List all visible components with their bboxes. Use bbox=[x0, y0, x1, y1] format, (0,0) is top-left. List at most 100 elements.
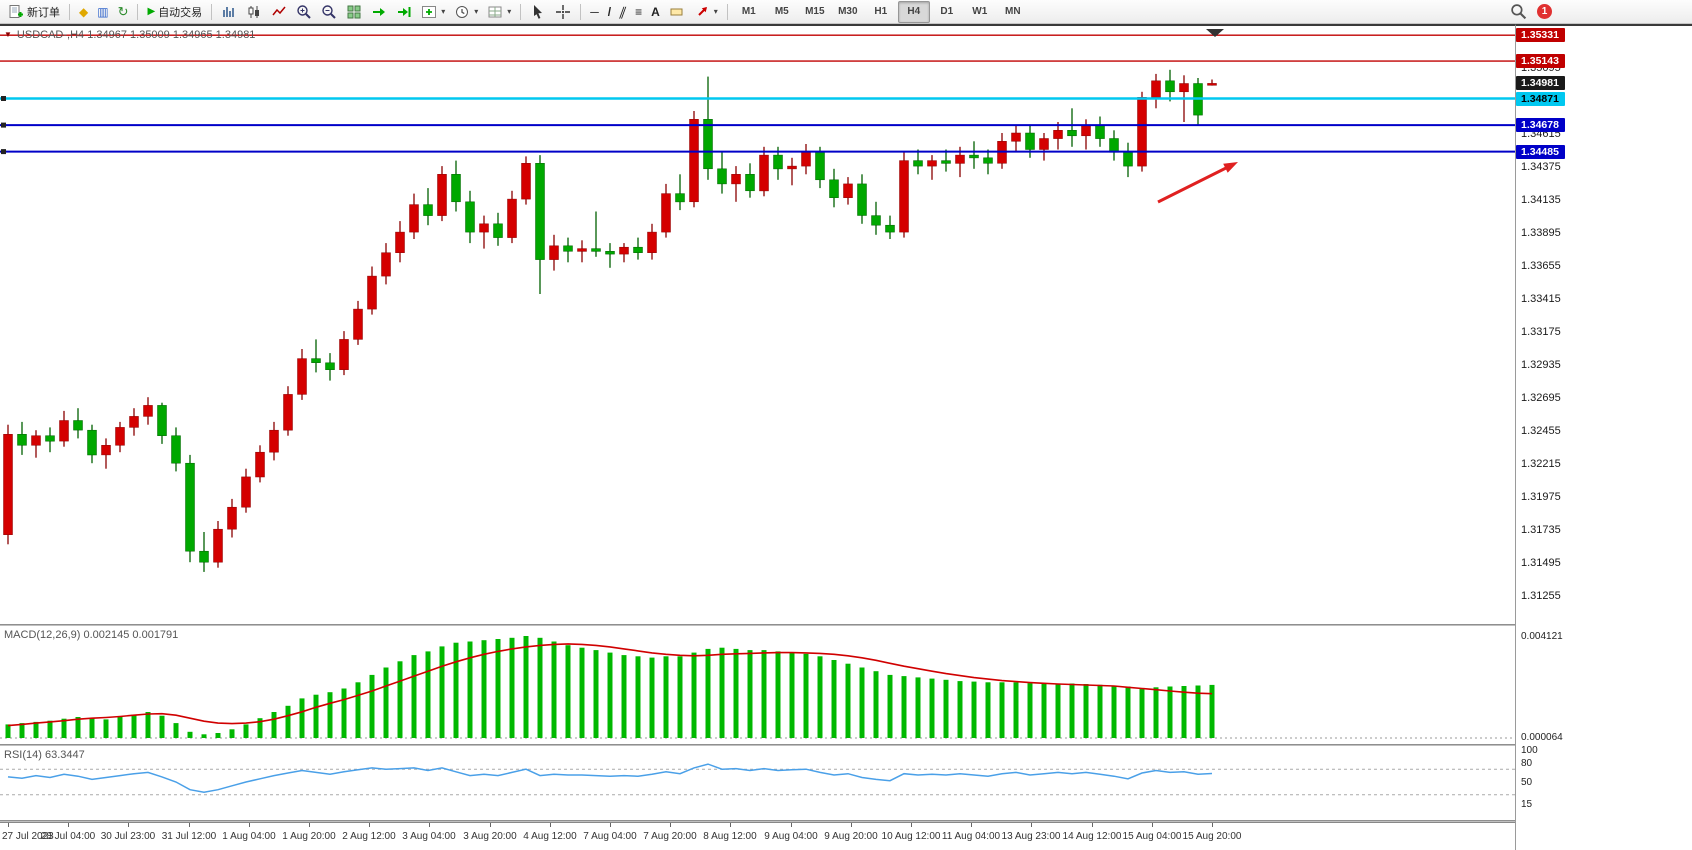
time-axis-tick bbox=[128, 823, 129, 827]
indicators-icon bbox=[422, 5, 437, 18]
bar-chart-icon bbox=[223, 6, 234, 17]
time-axis-label: 7 Aug 20:00 bbox=[643, 831, 697, 842]
price-axis[interactable]: 1.350951.346151.343751.341351.338951.336… bbox=[1515, 24, 1692, 850]
time-axis-label: 11 Aug 04:00 bbox=[941, 831, 1001, 842]
panel-splitter[interactable] bbox=[0, 744, 1515, 746]
tile-windows-icon bbox=[347, 5, 361, 18]
time-axis-tick bbox=[189, 823, 190, 827]
timeframe-button-W1[interactable]: W1 bbox=[972, 6, 988, 17]
arrow-shape-icon bbox=[698, 6, 707, 16]
indicators-button[interactable]: ▾ bbox=[417, 1, 449, 23]
time-axis-label: 14 Aug 12:00 bbox=[1062, 831, 1122, 842]
notification-badge[interactable]: 1 bbox=[1537, 4, 1552, 19]
market-watch-icon: ▥ bbox=[97, 4, 109, 19]
time-axis-tick bbox=[851, 823, 852, 827]
horizontal-line-icon: ─ bbox=[590, 4, 599, 19]
time-axis-label: 28 Jul 04:00 bbox=[40, 831, 96, 842]
chevron-down-icon: ▾ bbox=[507, 7, 512, 16]
line-chart-button[interactable] bbox=[267, 1, 291, 23]
timeframe-button-H1[interactable]: H1 bbox=[874, 6, 888, 17]
toolbar-separator bbox=[69, 3, 70, 20]
time-axis-label: 9 Aug 20:00 bbox=[824, 831, 878, 842]
candle-chart-button[interactable] bbox=[242, 1, 266, 23]
macd-chart[interactable] bbox=[0, 626, 1515, 744]
timeframe-button-MN[interactable]: MN bbox=[1005, 6, 1021, 17]
zoom-out-icon bbox=[322, 4, 336, 19]
time-axis-tick bbox=[670, 823, 671, 827]
indicator-axis-label: 100 bbox=[1521, 745, 1538, 756]
time-axis-tick bbox=[249, 823, 250, 827]
panel-splitter[interactable] bbox=[0, 820, 1515, 822]
zoom-in-button[interactable] bbox=[292, 1, 316, 23]
price-tag: 1.34981 bbox=[1516, 76, 1565, 91]
price-tick-label: 1.33655 bbox=[1521, 259, 1561, 272]
crosshair-button[interactable] bbox=[551, 1, 575, 23]
label-tool-button[interactable] bbox=[665, 1, 689, 23]
templates-button[interactable]: ▾ bbox=[483, 1, 515, 23]
channel-tool-button[interactable]: ∥ bbox=[616, 1, 630, 23]
main-chart-panel[interactable]: ▼ USDCAD-,H4 1.34967 1.35009 1.34965 1.3… bbox=[0, 26, 1515, 624]
toolbar-separator bbox=[726, 3, 728, 20]
timeframe-button-M30[interactable]: M30 bbox=[838, 6, 858, 17]
timeframe-button-M1[interactable]: M1 bbox=[741, 6, 756, 17]
time-axis[interactable]: 27 Jul 2023 28 Jul 04:00 30 Jul 23:00 31 Ju… bbox=[0, 822, 1515, 850]
timeframe-button-M5[interactable]: M5 bbox=[774, 6, 789, 17]
time-axis-label: 8 Aug 12:00 bbox=[703, 831, 757, 842]
indicator-axis-label: 0.000064 bbox=[1521, 732, 1563, 743]
rsi-panel[interactable]: RSI(14) 63.3447 bbox=[0, 746, 1515, 820]
template-grid-icon bbox=[488, 6, 502, 17]
zoom-out-button[interactable] bbox=[317, 1, 341, 23]
fibonacci-icon: ≡ bbox=[635, 4, 643, 19]
timeframe-button-D1[interactable]: D1 bbox=[940, 6, 954, 17]
time-axis-tick bbox=[309, 823, 310, 827]
macd-panel[interactable]: MACD(12,26,9) 0.002145 0.001791 bbox=[0, 626, 1515, 744]
price-tag: 1.34678 bbox=[1516, 118, 1565, 133]
search-icon[interactable] bbox=[1510, 3, 1527, 20]
time-axis-tick bbox=[1152, 823, 1153, 827]
chart-shift-button[interactable] bbox=[392, 1, 416, 23]
periods-button[interactable]: ▾ bbox=[450, 1, 482, 23]
price-tick-label: 1.33175 bbox=[1521, 325, 1561, 338]
price-tick-label: 1.34375 bbox=[1521, 160, 1561, 173]
time-axis-tick bbox=[610, 823, 611, 827]
time-axis-label: 9 Aug 04:00 bbox=[764, 831, 818, 842]
channel-icon: ∥ bbox=[617, 4, 629, 19]
refresh-button[interactable]: ↻ bbox=[114, 1, 133, 23]
chart-workspace: ▼ USDCAD-,H4 1.34967 1.35009 1.34965 1.3… bbox=[0, 24, 1692, 850]
trendline-tool-button[interactable]: / bbox=[604, 1, 615, 23]
time-axis-label: 3 Aug 20:00 bbox=[463, 831, 517, 842]
candle-chart-icon bbox=[248, 5, 260, 18]
time-axis-tick bbox=[1092, 823, 1093, 827]
shapes-dropdown-button[interactable]: ▾ bbox=[690, 1, 722, 23]
auto-trading-icon: ▶ bbox=[147, 5, 156, 17]
timeframe-button-H4[interactable]: H4 bbox=[897, 0, 930, 23]
indicator-axis-label: 50 bbox=[1521, 777, 1533, 788]
price-tag: 1.34485 bbox=[1516, 144, 1565, 159]
bar-chart-button[interactable] bbox=[217, 1, 241, 23]
price-tick-label: 1.31975 bbox=[1521, 490, 1561, 503]
toolbar-separator bbox=[580, 3, 582, 20]
time-axis-label: 1 Aug 04:00 bbox=[222, 831, 276, 842]
panel-splitter[interactable] bbox=[0, 624, 1515, 626]
horizontal-line-tool-button[interactable]: ─ bbox=[586, 1, 603, 23]
indicator-axis-label: 0.004121 bbox=[1521, 631, 1563, 642]
price-tick-label: 1.31255 bbox=[1521, 589, 1561, 602]
time-axis-label: 30 Jul 23:00 bbox=[100, 831, 156, 842]
timeframe-button-M15[interactable]: M15 bbox=[805, 6, 825, 17]
text-tool-button[interactable]: A bbox=[647, 1, 664, 23]
candlestick-chart[interactable] bbox=[0, 26, 1515, 624]
trendline-icon: / bbox=[607, 4, 612, 19]
toolbar-separator bbox=[211, 3, 213, 20]
time-axis-tick bbox=[971, 823, 972, 827]
auto-scroll-button[interactable] bbox=[367, 1, 391, 23]
profiles-button[interactable]: ◆ bbox=[75, 1, 92, 23]
new-order-button[interactable]: 新订单 bbox=[4, 1, 64, 23]
tile-windows-button[interactable] bbox=[342, 1, 366, 23]
rsi-chart[interactable] bbox=[0, 746, 1515, 820]
auto-trading-button[interactable]: ▶ 自动交易 bbox=[143, 1, 206, 23]
cursor-button[interactable] bbox=[526, 1, 550, 23]
fibonacci-tool-button[interactable]: ≡ bbox=[631, 1, 646, 23]
time-axis-label: 15 Aug 20:00 bbox=[1182, 831, 1242, 842]
indicator-axis-label: 15 bbox=[1521, 799, 1533, 811]
market-watch-button[interactable]: ▥ bbox=[93, 1, 112, 23]
